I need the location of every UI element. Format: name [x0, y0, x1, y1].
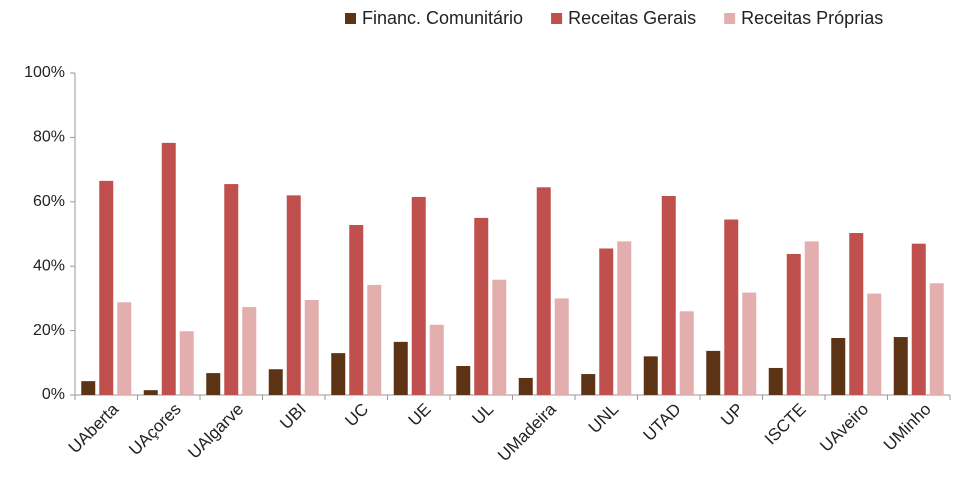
y-tick-label: 80% — [33, 129, 65, 146]
x-tick-label: UC — [341, 400, 372, 431]
legend-label: Financ. Comunitário — [362, 8, 523, 28]
bar — [599, 248, 614, 395]
bar — [724, 219, 739, 395]
bar — [161, 142, 176, 395]
bar — [893, 337, 908, 395]
bar — [929, 283, 944, 395]
legend-swatch — [551, 13, 563, 24]
x-tick-label: UMadeira — [494, 399, 560, 465]
x-tick-label: ISCTE — [761, 400, 810, 449]
x-tick-label: UMinho — [880, 400, 935, 455]
bar — [304, 300, 319, 395]
bar — [867, 293, 882, 395]
x-tick-label: UP — [717, 400, 747, 430]
bar — [474, 217, 489, 395]
bar — [706, 350, 721, 395]
bar — [242, 307, 257, 395]
bar — [518, 377, 533, 395]
bar — [456, 366, 471, 395]
bar — [911, 243, 926, 395]
y-tick-label: 40% — [33, 257, 65, 274]
bar — [643, 356, 658, 395]
bar — [179, 331, 194, 395]
bar — [786, 253, 801, 395]
bar — [349, 224, 364, 395]
x-tick-label: UL — [468, 400, 497, 429]
bar — [268, 369, 283, 395]
bar — [429, 324, 444, 395]
x-tick-label: UBI — [276, 400, 309, 433]
bar — [581, 374, 596, 395]
bar — [81, 381, 96, 395]
bar — [849, 233, 864, 395]
bar — [492, 279, 507, 395]
bar — [331, 353, 346, 395]
x-tick-label: UAlgarve — [184, 400, 247, 463]
x-tick-label: UTAD — [639, 400, 684, 445]
bar — [661, 196, 676, 395]
bar — [536, 187, 551, 395]
bar — [411, 196, 426, 395]
x-tick-label: UAveiro — [816, 400, 872, 456]
y-tick-label: 20% — [33, 322, 65, 339]
x-tick-label: UNL — [585, 400, 622, 437]
bar — [617, 241, 632, 395]
legend-label: Receitas Próprias — [741, 8, 883, 28]
bar — [804, 241, 819, 395]
bar — [99, 180, 114, 395]
bar — [831, 338, 846, 395]
y-tick-label: 60% — [33, 193, 65, 210]
bar — [286, 195, 301, 395]
x-tick-label: UAçores — [125, 400, 185, 460]
y-tick-label: 100% — [24, 64, 65, 81]
bar — [117, 302, 132, 395]
bar — [367, 284, 382, 395]
bar — [768, 367, 783, 395]
bar — [679, 311, 694, 395]
x-tick-label: UE — [405, 400, 435, 430]
bar — [554, 298, 569, 395]
bar — [206, 373, 221, 395]
bar — [143, 390, 158, 395]
bar — [742, 292, 757, 395]
bar — [224, 184, 239, 395]
y-tick-label: 0% — [42, 386, 65, 403]
bar — [393, 341, 408, 395]
legend-label: Receitas Gerais — [568, 8, 696, 28]
legend-swatch — [724, 13, 736, 24]
legend-swatch — [345, 13, 356, 24]
x-tick-label: UAberta — [65, 399, 123, 457]
